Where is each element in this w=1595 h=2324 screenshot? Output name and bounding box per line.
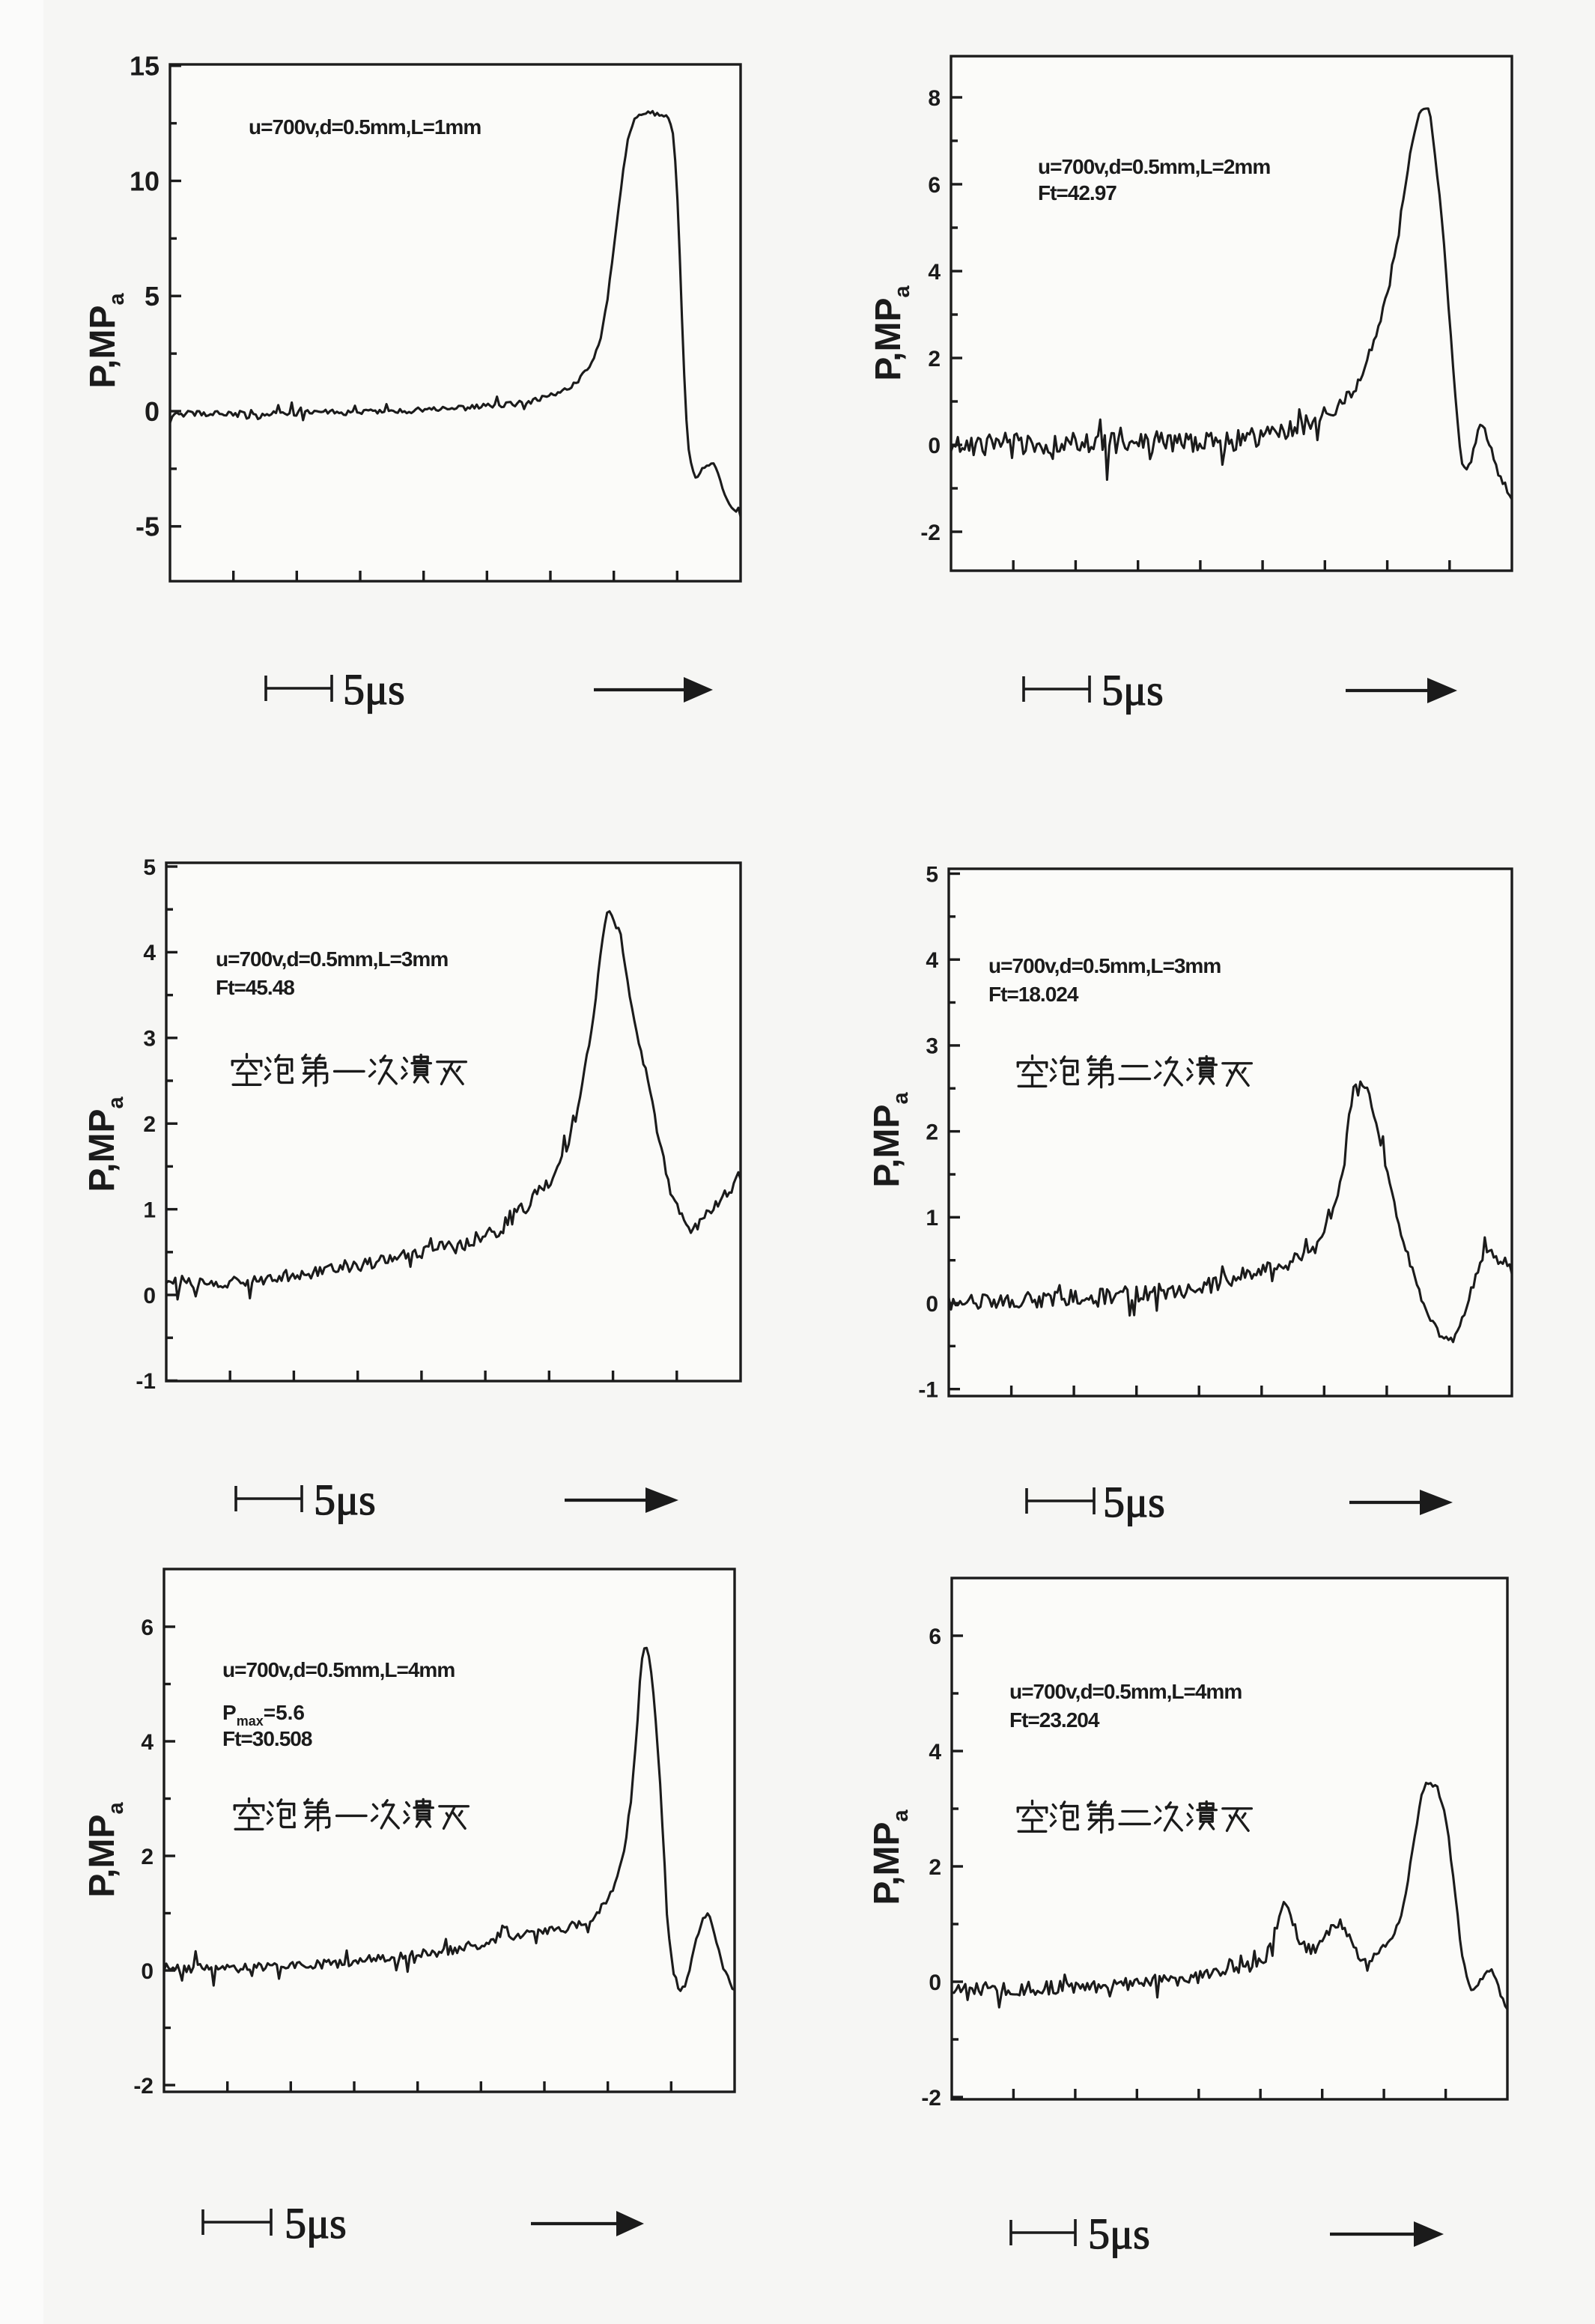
svg-text:P,MPa: P,MPa bbox=[869, 285, 914, 380]
svg-text:Ft=23.204: Ft=23.204 bbox=[1009, 1708, 1100, 1732]
svg-text:15: 15 bbox=[130, 51, 160, 82]
svg-text:0: 0 bbox=[141, 1959, 154, 1984]
svg-text:5μs: 5μs bbox=[285, 2199, 347, 2248]
svg-text:8: 8 bbox=[928, 86, 941, 111]
svg-text:0: 0 bbox=[929, 1970, 941, 1995]
svg-text:1: 1 bbox=[926, 1206, 938, 1231]
svg-text:10: 10 bbox=[130, 166, 160, 197]
svg-text:Ft=42.97: Ft=42.97 bbox=[1038, 181, 1116, 204]
svg-text:0: 0 bbox=[926, 1292, 938, 1317]
svg-text:5μs: 5μs bbox=[1088, 2209, 1150, 2258]
svg-text:6: 6 bbox=[141, 1615, 154, 1640]
svg-text:Pmax=5.6: Pmax=5.6 bbox=[222, 1701, 305, 1729]
svg-text:5: 5 bbox=[143, 855, 156, 880]
svg-text:0: 0 bbox=[143, 1284, 156, 1308]
svg-text:u=700v,d=0.5mm,L=4mm: u=700v,d=0.5mm,L=4mm bbox=[222, 1658, 455, 1681]
svg-text:6: 6 bbox=[929, 1624, 941, 1649]
svg-text:5μs: 5μs bbox=[1103, 1478, 1165, 1526]
svg-text:2: 2 bbox=[926, 1120, 938, 1144]
svg-text:0: 0 bbox=[145, 396, 160, 427]
svg-text:5μs: 5μs bbox=[1102, 666, 1164, 715]
svg-text:u=700v,d=0.5mm,L=4mm: u=700v,d=0.5mm,L=4mm bbox=[1009, 1680, 1242, 1703]
svg-text:-1: -1 bbox=[136, 1369, 156, 1394]
svg-text:4: 4 bbox=[141, 1730, 154, 1755]
svg-text:5: 5 bbox=[145, 281, 160, 312]
svg-text:u=700v,d=0.5mm,L=3mm: u=700v,d=0.5mm,L=3mm bbox=[216, 947, 448, 971]
svg-text:0: 0 bbox=[928, 434, 941, 458]
svg-text:P,MPa: P,MPa bbox=[82, 1801, 128, 1897]
svg-text:-2: -2 bbox=[133, 2074, 154, 2099]
svg-text:P,MPa: P,MPa bbox=[83, 292, 129, 388]
svg-text:-1: -1 bbox=[918, 1378, 938, 1403]
svg-text:6: 6 bbox=[928, 173, 941, 198]
svg-text:1: 1 bbox=[143, 1198, 156, 1222]
svg-text:-2: -2 bbox=[921, 2086, 941, 2111]
svg-text:Ft=30.508: Ft=30.508 bbox=[222, 1727, 312, 1750]
svg-text:4: 4 bbox=[928, 260, 941, 285]
svg-text:P,MPa: P,MPa bbox=[82, 1096, 128, 1192]
svg-text:2: 2 bbox=[928, 347, 941, 371]
svg-text:4: 4 bbox=[929, 1740, 941, 1765]
svg-text:2: 2 bbox=[141, 1845, 154, 1869]
svg-text:u=700v,d=0.5mm,L=1mm: u=700v,d=0.5mm,L=1mm bbox=[249, 115, 481, 139]
svg-text:P,MPa: P,MPa bbox=[867, 1809, 913, 1905]
svg-text:3: 3 bbox=[926, 1034, 938, 1059]
svg-text:5μs: 5μs bbox=[314, 1475, 376, 1524]
svg-text:u=700v,d=0.5mm,L=2mm: u=700v,d=0.5mm,L=2mm bbox=[1038, 155, 1270, 178]
svg-text:2: 2 bbox=[143, 1112, 156, 1137]
svg-text:-5: -5 bbox=[136, 512, 160, 542]
svg-text:5: 5 bbox=[926, 862, 938, 887]
svg-text:4: 4 bbox=[143, 941, 156, 965]
svg-text:5μs: 5μs bbox=[343, 665, 405, 714]
svg-text:P,MPa: P,MPa bbox=[867, 1091, 913, 1187]
svg-text:4: 4 bbox=[926, 948, 938, 973]
svg-text:Ft=18.024: Ft=18.024 bbox=[988, 983, 1079, 1006]
svg-text:Ft=45.48: Ft=45.48 bbox=[216, 976, 294, 999]
svg-text:u=700v,d=0.5mm,L=3mm: u=700v,d=0.5mm,L=3mm bbox=[988, 954, 1221, 977]
svg-text:3: 3 bbox=[143, 1027, 156, 1052]
svg-text:2: 2 bbox=[929, 1855, 941, 1880]
svg-text:-2: -2 bbox=[920, 521, 941, 545]
